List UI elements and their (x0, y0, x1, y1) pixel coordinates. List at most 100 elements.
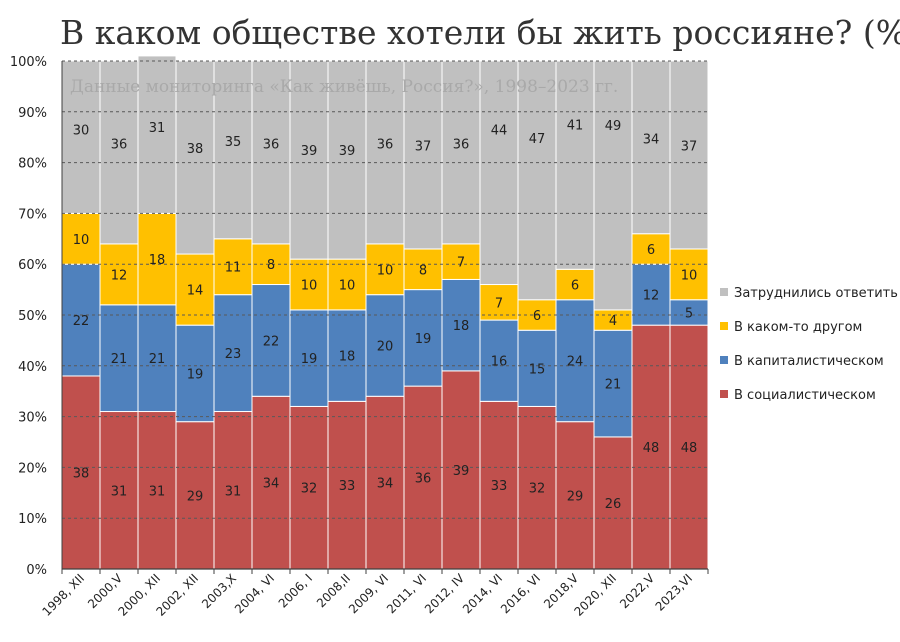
data-label: 37 (681, 140, 698, 155)
legend-swatch (720, 288, 728, 296)
data-label: 34 (263, 477, 280, 492)
bar-segment (137, 411, 177, 570)
data-label: 21 (605, 378, 622, 393)
data-label: 19 (187, 367, 204, 382)
data-label: 36 (111, 137, 128, 152)
y-tick-label: 10% (18, 512, 47, 527)
x-tick-label: 2022,V (617, 571, 658, 612)
legend-label: В капиталистическом (734, 354, 884, 369)
x-tick-label: 2016, VI (498, 571, 543, 616)
data-label: 36 (377, 137, 394, 152)
legend-swatch (720, 356, 728, 364)
bar-segment (669, 248, 709, 301)
data-label: 24 (567, 355, 584, 370)
bar-segment (669, 60, 709, 250)
data-label: 21 (111, 352, 128, 367)
data-label: 6 (571, 279, 579, 294)
data-label: 29 (567, 489, 584, 504)
data-label: 21 (149, 352, 166, 367)
data-label: 12 (111, 268, 128, 283)
data-label: 35 (225, 135, 242, 150)
y-tick-label: 40% (18, 360, 47, 375)
data-label: 19 (301, 352, 318, 367)
y-tick-label: 60% (18, 258, 47, 273)
data-label: 22 (73, 314, 90, 329)
data-label: 29 (187, 489, 204, 504)
y-tick-label: 20% (18, 461, 47, 476)
bar-segment (213, 60, 253, 240)
data-label: 10 (377, 263, 394, 278)
bar-segment (289, 309, 329, 407)
data-label: 10 (339, 279, 356, 294)
bar-segment (213, 294, 253, 413)
x-tick-label: 2004, VI (232, 571, 277, 616)
bar-segment (555, 299, 595, 423)
bar-segment (403, 289, 443, 387)
y-tick-label: 30% (18, 411, 47, 426)
bar-segment (175, 60, 215, 255)
data-label: 20 (377, 339, 394, 354)
bar-segment (175, 253, 215, 326)
data-label: 39 (301, 144, 318, 159)
data-label: 4 (609, 314, 617, 329)
bar-segment (365, 60, 405, 245)
legend-label: Затруднились ответить (734, 286, 898, 301)
data-label: 15 (529, 362, 546, 377)
bar-segment (61, 375, 101, 570)
data-label: 11 (225, 261, 242, 276)
bar-segment (175, 324, 215, 423)
x-tick-label: 2014, VI (460, 571, 505, 616)
y-tick-label: 50% (18, 309, 47, 324)
x-tick-label: 2006, I (276, 571, 315, 610)
y-tick-label: 100% (10, 55, 47, 70)
data-label: 7 (495, 296, 503, 311)
data-label: 31 (149, 121, 166, 136)
bar-segment (327, 400, 367, 570)
chart-subtitle: Данные мониторинга «Как живёшь, Россия?»… (70, 77, 618, 97)
data-label: 34 (643, 133, 660, 148)
legend: Затруднились ответить В каком-то другом В … (720, 286, 898, 403)
bar-segment (631, 60, 671, 235)
x-tick-label: 2023,VI (653, 571, 696, 614)
data-label: 12 (643, 289, 660, 304)
bar-segment (517, 329, 557, 407)
data-label: 30 (73, 124, 90, 139)
x-tick-label: 2002, XII (153, 571, 201, 619)
legend-swatch (720, 390, 728, 398)
x-tick-label: 2012, IV (422, 571, 468, 617)
data-label: 39 (453, 464, 470, 479)
x-tick-label: 2011, VI (384, 571, 429, 616)
data-label: 6 (533, 309, 541, 324)
data-label: 19 (415, 332, 432, 347)
bar-segment (137, 55, 177, 214)
bar-segment (669, 299, 709, 326)
y-tick-label: 80% (18, 157, 47, 172)
data-label: 18 (453, 319, 470, 334)
data-label: 49 (605, 119, 622, 134)
bar-segment (555, 60, 595, 270)
x-tick-label: 1998, XII (39, 571, 87, 619)
data-label: 32 (529, 482, 546, 497)
x-tick-label: 2009, VI (346, 571, 391, 616)
data-label: 36 (415, 472, 432, 487)
data-label: 16 (491, 355, 508, 370)
bar-segment (213, 238, 253, 296)
data-label: 31 (225, 484, 242, 499)
legend-swatch (720, 322, 728, 330)
data-label: 36 (453, 137, 470, 152)
data-label: 48 (681, 441, 698, 456)
bar-segment (327, 258, 367, 311)
y-tick-label: 70% (18, 207, 47, 222)
data-label: 34 (377, 477, 394, 492)
bar-segment (479, 60, 519, 286)
bar-segment (251, 284, 291, 397)
bar-segment (517, 60, 557, 301)
bar-segment (61, 212, 101, 265)
legend-label: В социалистическом (734, 388, 876, 403)
data-label: 8 (419, 263, 427, 278)
data-label: 33 (491, 479, 508, 494)
data-label: 48 (643, 441, 660, 456)
data-label: 10 (681, 268, 698, 283)
bar-segment (479, 319, 519, 402)
